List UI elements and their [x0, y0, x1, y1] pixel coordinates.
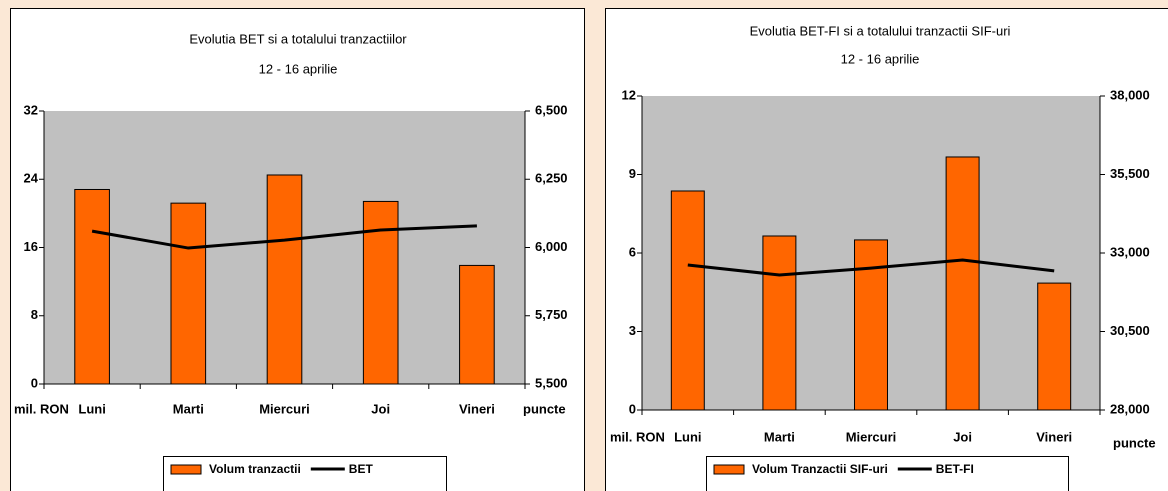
y2-tick-label: 35,500: [1110, 166, 1150, 181]
y2-axis-label: puncte: [1113, 435, 1156, 450]
bar: [670, 190, 705, 411]
y-tick-label: 16: [24, 239, 38, 254]
line: [91, 224, 477, 250]
legend-swatch: [713, 464, 745, 475]
legend-label: Volum tranzactii: [209, 462, 301, 476]
y-tick-label: 0: [31, 375, 38, 390]
y2-tick-label: 5,750: [535, 307, 568, 322]
x-tick-label: Luni: [674, 429, 701, 444]
bar: [1037, 282, 1072, 411]
y2-tick-label: 30,500: [1110, 323, 1150, 338]
bar: [945, 156, 980, 411]
chart-subtitle: 12 - 16 aprilie: [259, 61, 338, 76]
legend-box: [706, 456, 1069, 491]
y-tick-label: 0: [629, 401, 636, 416]
y-tick-label: 3: [629, 323, 636, 338]
y-tick-label: 12: [622, 87, 636, 102]
x-tick-label: Vineri: [1036, 429, 1072, 444]
y2-tick-label: 6,500: [535, 102, 568, 117]
y-tick-label: 24: [24, 171, 39, 186]
bar: [854, 239, 888, 411]
y-tick-label: 32: [24, 102, 38, 117]
bar: [762, 235, 797, 411]
bar: [74, 188, 110, 385]
bar: [170, 202, 207, 385]
x-tick-label: Miercuri: [259, 401, 310, 416]
legend-label: Volum Tranzactii SIF-uri: [752, 462, 888, 476]
y-axis-label: mil. RON: [14, 401, 69, 416]
y2-tick-label: 5,500: [535, 375, 568, 390]
bar: [266, 174, 303, 385]
y-tick-label: 6: [629, 244, 636, 259]
chart-title: Evolutia BET si a totalului tranzactiilo…: [189, 31, 407, 46]
y-axis-label: mil. RON: [610, 429, 665, 444]
x-tick-label: Marti: [764, 429, 795, 444]
legend-swatch: [170, 464, 202, 475]
y-tick-label: 9: [629, 166, 636, 181]
legend-label: BET: [349, 462, 374, 476]
y2-tick-label: 6,000: [535, 239, 568, 254]
x-tick-label: Vineri: [459, 401, 495, 416]
legend-box: [163, 456, 447, 491]
bar: [459, 264, 495, 385]
line: [687, 258, 1055, 277]
chart-title: Evolutia BET-FI si a totalului tranzacti…: [750, 23, 1011, 38]
chart-subtitle: 12 - 16 aprilie: [841, 51, 920, 66]
y2-tick-label: 6,250: [535, 171, 568, 186]
y2-tick-label: 28,000: [1110, 401, 1150, 416]
y2-tick-label: 33,000: [1110, 244, 1150, 259]
x-tick-label: Joi: [371, 401, 390, 416]
y2-tick-label: 38,000: [1110, 87, 1150, 102]
x-tick-label: Luni: [78, 401, 105, 416]
y-tick-label: 8: [31, 307, 38, 322]
y2-axis-label: puncte: [523, 401, 566, 416]
x-tick-label: Joi: [953, 429, 972, 444]
x-tick-label: Marti: [173, 401, 204, 416]
legend-label: BET-FI: [936, 462, 974, 476]
x-tick-label: Miercuri: [846, 429, 897, 444]
